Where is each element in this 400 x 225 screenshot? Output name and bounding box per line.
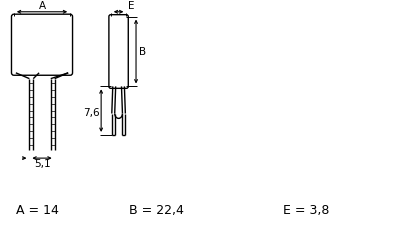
FancyBboxPatch shape xyxy=(109,15,128,88)
Text: A = 14: A = 14 xyxy=(16,204,59,217)
Text: E: E xyxy=(128,1,135,11)
Text: B = 22,4: B = 22,4 xyxy=(129,204,184,217)
FancyBboxPatch shape xyxy=(12,14,72,75)
Text: 7,6: 7,6 xyxy=(84,108,100,118)
Text: B: B xyxy=(139,47,146,56)
Text: 5,1: 5,1 xyxy=(34,159,50,169)
Text: A: A xyxy=(38,1,46,11)
Text: E = 3,8: E = 3,8 xyxy=(284,204,330,217)
